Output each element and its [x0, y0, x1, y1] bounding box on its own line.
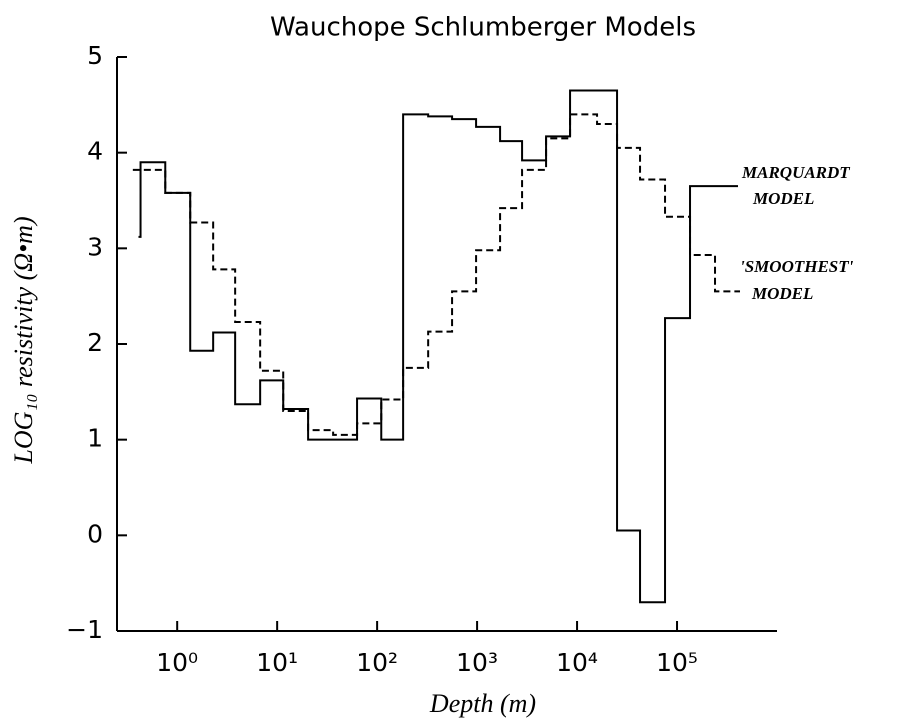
annotation: 'SMOOTHEST'	[740, 257, 854, 276]
x-tick-label: 10⁵	[656, 648, 698, 677]
y-tick-label: 2	[87, 328, 103, 357]
x-tick-label: 10⁴	[556, 648, 598, 677]
chart-title: Wauchope Schlumberger Models	[270, 13, 696, 43]
series-line	[132, 113, 741, 436]
x-tick-label: 10⁰	[156, 648, 198, 677]
x-tick-label: 10²	[356, 648, 398, 677]
annotation: MODEL	[751, 284, 813, 303]
y-tick-label: −1	[66, 615, 103, 644]
annotation: MARQUARDT	[741, 163, 850, 182]
y-tick-label: 4	[87, 137, 103, 166]
series-line	[138, 89, 739, 604]
x-tick-label: 10³	[456, 648, 498, 677]
y-tick-label: 3	[87, 232, 103, 261]
y-axis-label: LOG₁₀ resistivity (Ω•m)	[9, 216, 38, 464]
y-tick-label: 0	[87, 519, 103, 548]
y-tick-label: 5	[87, 41, 103, 70]
annotation: MODEL	[752, 189, 814, 208]
x-axis-label: Depth (m)	[429, 689, 536, 718]
x-tick-label: 10¹	[256, 648, 298, 677]
y-tick-label: 1	[87, 424, 103, 453]
